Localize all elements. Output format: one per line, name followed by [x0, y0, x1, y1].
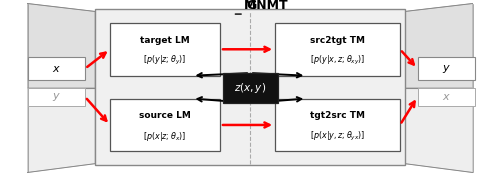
FancyBboxPatch shape [275, 23, 400, 76]
Text: target LM: target LM [140, 36, 190, 45]
Text: tgt2src TM: tgt2src TM [310, 111, 365, 121]
FancyBboxPatch shape [95, 9, 405, 165]
FancyBboxPatch shape [110, 99, 220, 151]
Polygon shape [28, 88, 95, 172]
Text: $x$: $x$ [52, 64, 60, 74]
FancyBboxPatch shape [418, 88, 475, 106]
FancyBboxPatch shape [28, 88, 85, 106]
Text: src2tgt TM: src2tgt TM [310, 36, 365, 45]
FancyBboxPatch shape [275, 99, 400, 151]
Polygon shape [405, 4, 472, 88]
Text: $y$: $y$ [442, 63, 450, 75]
FancyBboxPatch shape [110, 23, 220, 76]
Text: source LM: source LM [139, 111, 191, 121]
FancyBboxPatch shape [222, 73, 278, 103]
Text: $z(x,y)$: $z(x,y)$ [234, 81, 266, 95]
FancyBboxPatch shape [418, 57, 475, 80]
Text: $[p(y|z;\theta_y)]$: $[p(y|z;\theta_y)]$ [144, 54, 186, 67]
Text: $y$: $y$ [52, 91, 60, 103]
FancyBboxPatch shape [28, 57, 85, 80]
Text: M: M [244, 0, 256, 12]
Text: $[p(x|y,z;\theta_{yx})]$: $[p(x|y,z;\theta_{yx})]$ [310, 130, 365, 143]
Text: GNMT: GNMT [246, 0, 288, 12]
Text: $[p(y|x,z;\theta_{xy})]$: $[p(y|x,z;\theta_{xy})]$ [310, 54, 365, 67]
Text: $x$: $x$ [442, 92, 450, 102]
Text: $[p(x|z;\theta_x)]$: $[p(x|z;\theta_x)]$ [144, 130, 186, 143]
Polygon shape [405, 88, 472, 172]
Polygon shape [28, 4, 95, 88]
